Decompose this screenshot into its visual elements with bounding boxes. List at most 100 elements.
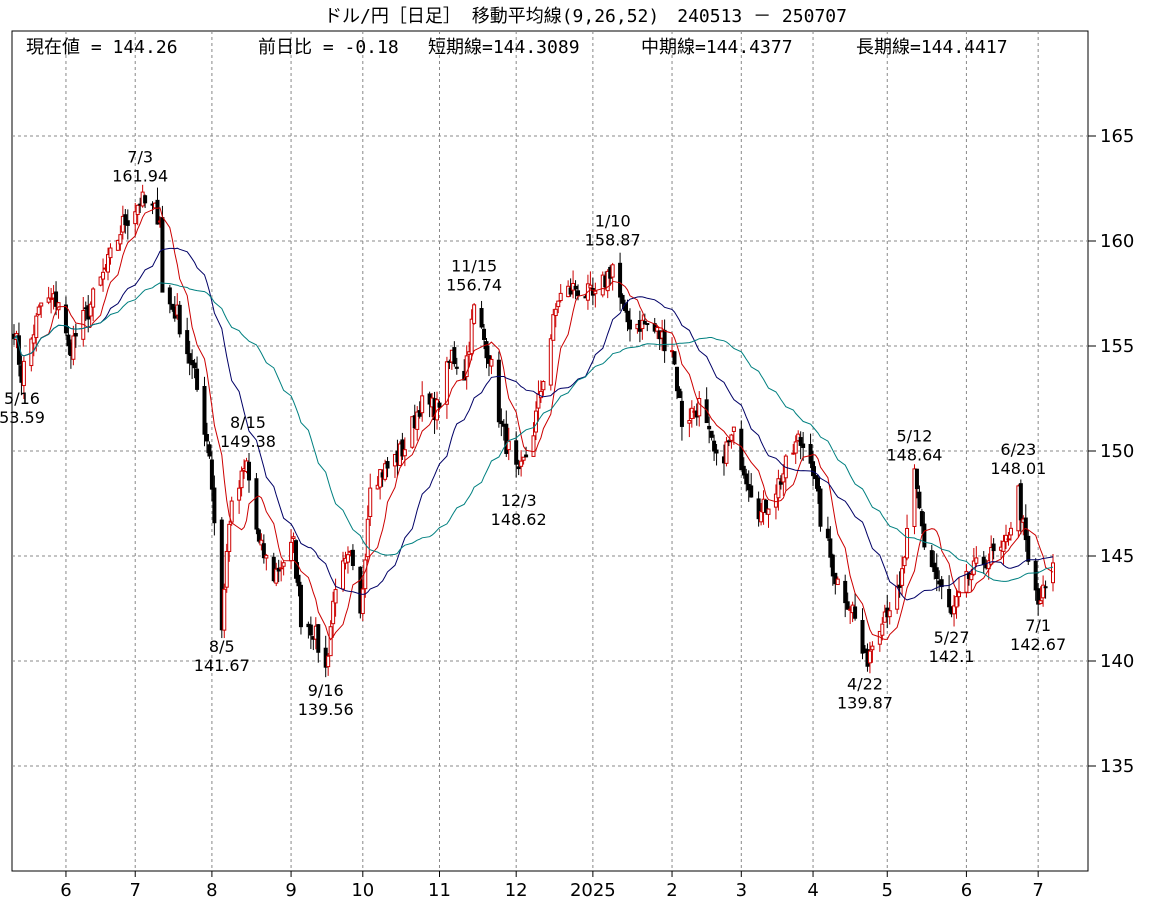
candle-up bbox=[731, 426, 736, 432]
candle-up bbox=[383, 463, 388, 480]
candle-up bbox=[326, 655, 331, 668]
stats-bar: 現在値 = 144.26 前日比 = -0.18 短期線=144.3089 中期線=1… bbox=[26, 37, 1008, 58]
candle-down bbox=[929, 550, 934, 568]
candle-up bbox=[224, 550, 229, 588]
y-tick-label: 150 bbox=[1100, 441, 1134, 462]
annotation-date: 8/5 bbox=[209, 637, 235, 656]
candle-up bbox=[1051, 562, 1055, 584]
candle-up bbox=[410, 416, 415, 448]
x-tick-label: 9 bbox=[285, 880, 296, 901]
candle-up bbox=[902, 556, 907, 567]
candle-down bbox=[185, 330, 190, 355]
candle-up bbox=[655, 326, 660, 332]
y-tick-label: 140 bbox=[1100, 651, 1134, 672]
candle-down bbox=[202, 386, 207, 435]
candle-down bbox=[66, 334, 71, 347]
candle-down bbox=[207, 444, 212, 457]
candle-down bbox=[155, 199, 160, 225]
candle-down bbox=[437, 402, 442, 408]
candle-down bbox=[479, 308, 484, 328]
stat-item: 現在値 = 144.26 bbox=[26, 37, 178, 58]
candle-up bbox=[118, 234, 123, 245]
candle-down bbox=[825, 528, 830, 539]
candle-down bbox=[917, 491, 922, 509]
candle-up bbox=[697, 397, 702, 417]
candle-down bbox=[808, 443, 813, 464]
candle-down bbox=[843, 580, 848, 604]
candle-up bbox=[912, 468, 917, 527]
x-tick-label: 4 bbox=[807, 880, 818, 901]
candle-up bbox=[135, 204, 140, 216]
x-tick-label: 7 bbox=[129, 880, 140, 901]
candle-down bbox=[1018, 483, 1023, 521]
candle-up bbox=[593, 290, 598, 295]
candle-up bbox=[46, 297, 51, 303]
candle-down bbox=[298, 584, 303, 628]
candle-down bbox=[187, 353, 192, 364]
candle-up bbox=[793, 441, 798, 454]
candle-down bbox=[514, 440, 519, 465]
annotation-date: 1/10 bbox=[595, 212, 631, 231]
candle-down bbox=[195, 368, 200, 390]
x-tick-label: 3 bbox=[736, 880, 747, 901]
candle-down bbox=[167, 287, 172, 305]
candle-up bbox=[91, 288, 96, 308]
candle-up bbox=[954, 596, 959, 608]
candle-down bbox=[568, 287, 573, 295]
candle-up bbox=[378, 469, 383, 488]
candle-down bbox=[482, 328, 487, 340]
annotation-date: 4/22 bbox=[847, 675, 883, 694]
candle-up bbox=[472, 304, 477, 324]
candle-down bbox=[54, 291, 59, 307]
candle-up bbox=[605, 270, 610, 292]
candle-up bbox=[835, 578, 840, 586]
candle-up bbox=[887, 610, 892, 618]
candle-down bbox=[778, 481, 783, 485]
candle-up bbox=[521, 456, 526, 461]
candle-down bbox=[919, 511, 924, 527]
candle-up bbox=[538, 390, 543, 399]
candle-down bbox=[296, 574, 301, 587]
candle-up bbox=[870, 645, 875, 651]
candle-down bbox=[219, 519, 224, 631]
candle-up bbox=[239, 470, 244, 489]
candle-up bbox=[880, 623, 885, 636]
candle-down bbox=[1043, 586, 1048, 589]
stat-item: 前日比 = -0.18 bbox=[258, 37, 399, 58]
candle-down bbox=[818, 488, 823, 527]
annotation-value: 161.94 bbox=[112, 166, 168, 185]
candle-down bbox=[679, 400, 684, 427]
candle-up bbox=[956, 591, 961, 598]
candle-up bbox=[969, 574, 974, 581]
candle-down bbox=[947, 588, 952, 608]
candle-down bbox=[897, 584, 902, 588]
candle-down bbox=[247, 461, 252, 481]
annotation-value: 148.62 bbox=[491, 510, 547, 529]
candle-up bbox=[974, 557, 979, 564]
candle-up bbox=[291, 536, 296, 539]
x-tick-label: 6 bbox=[60, 880, 71, 901]
candle-up bbox=[71, 335, 76, 360]
x-tick-label: 10 bbox=[351, 880, 374, 901]
candle-down bbox=[739, 428, 744, 471]
candle-up bbox=[989, 546, 994, 565]
candle-up bbox=[791, 452, 796, 455]
candle-up bbox=[31, 334, 36, 344]
candle-up bbox=[867, 650, 872, 664]
candle-down bbox=[627, 319, 632, 330]
candle-down bbox=[672, 351, 677, 365]
annotation-date: 5/12 bbox=[896, 427, 932, 446]
candle-up bbox=[49, 297, 54, 300]
candle-up bbox=[724, 441, 729, 464]
candle-up bbox=[415, 411, 420, 430]
candle-up bbox=[766, 508, 771, 515]
x-tick-label: 5 bbox=[882, 880, 893, 901]
candle-down bbox=[209, 459, 214, 490]
candle-up bbox=[328, 626, 333, 657]
candle-up bbox=[729, 434, 734, 441]
annotation-value: 156.74 bbox=[446, 275, 502, 294]
annotation-date: 11/15 bbox=[451, 256, 497, 275]
annotation-date: 9/16 bbox=[308, 681, 344, 700]
candle-up bbox=[905, 527, 910, 559]
